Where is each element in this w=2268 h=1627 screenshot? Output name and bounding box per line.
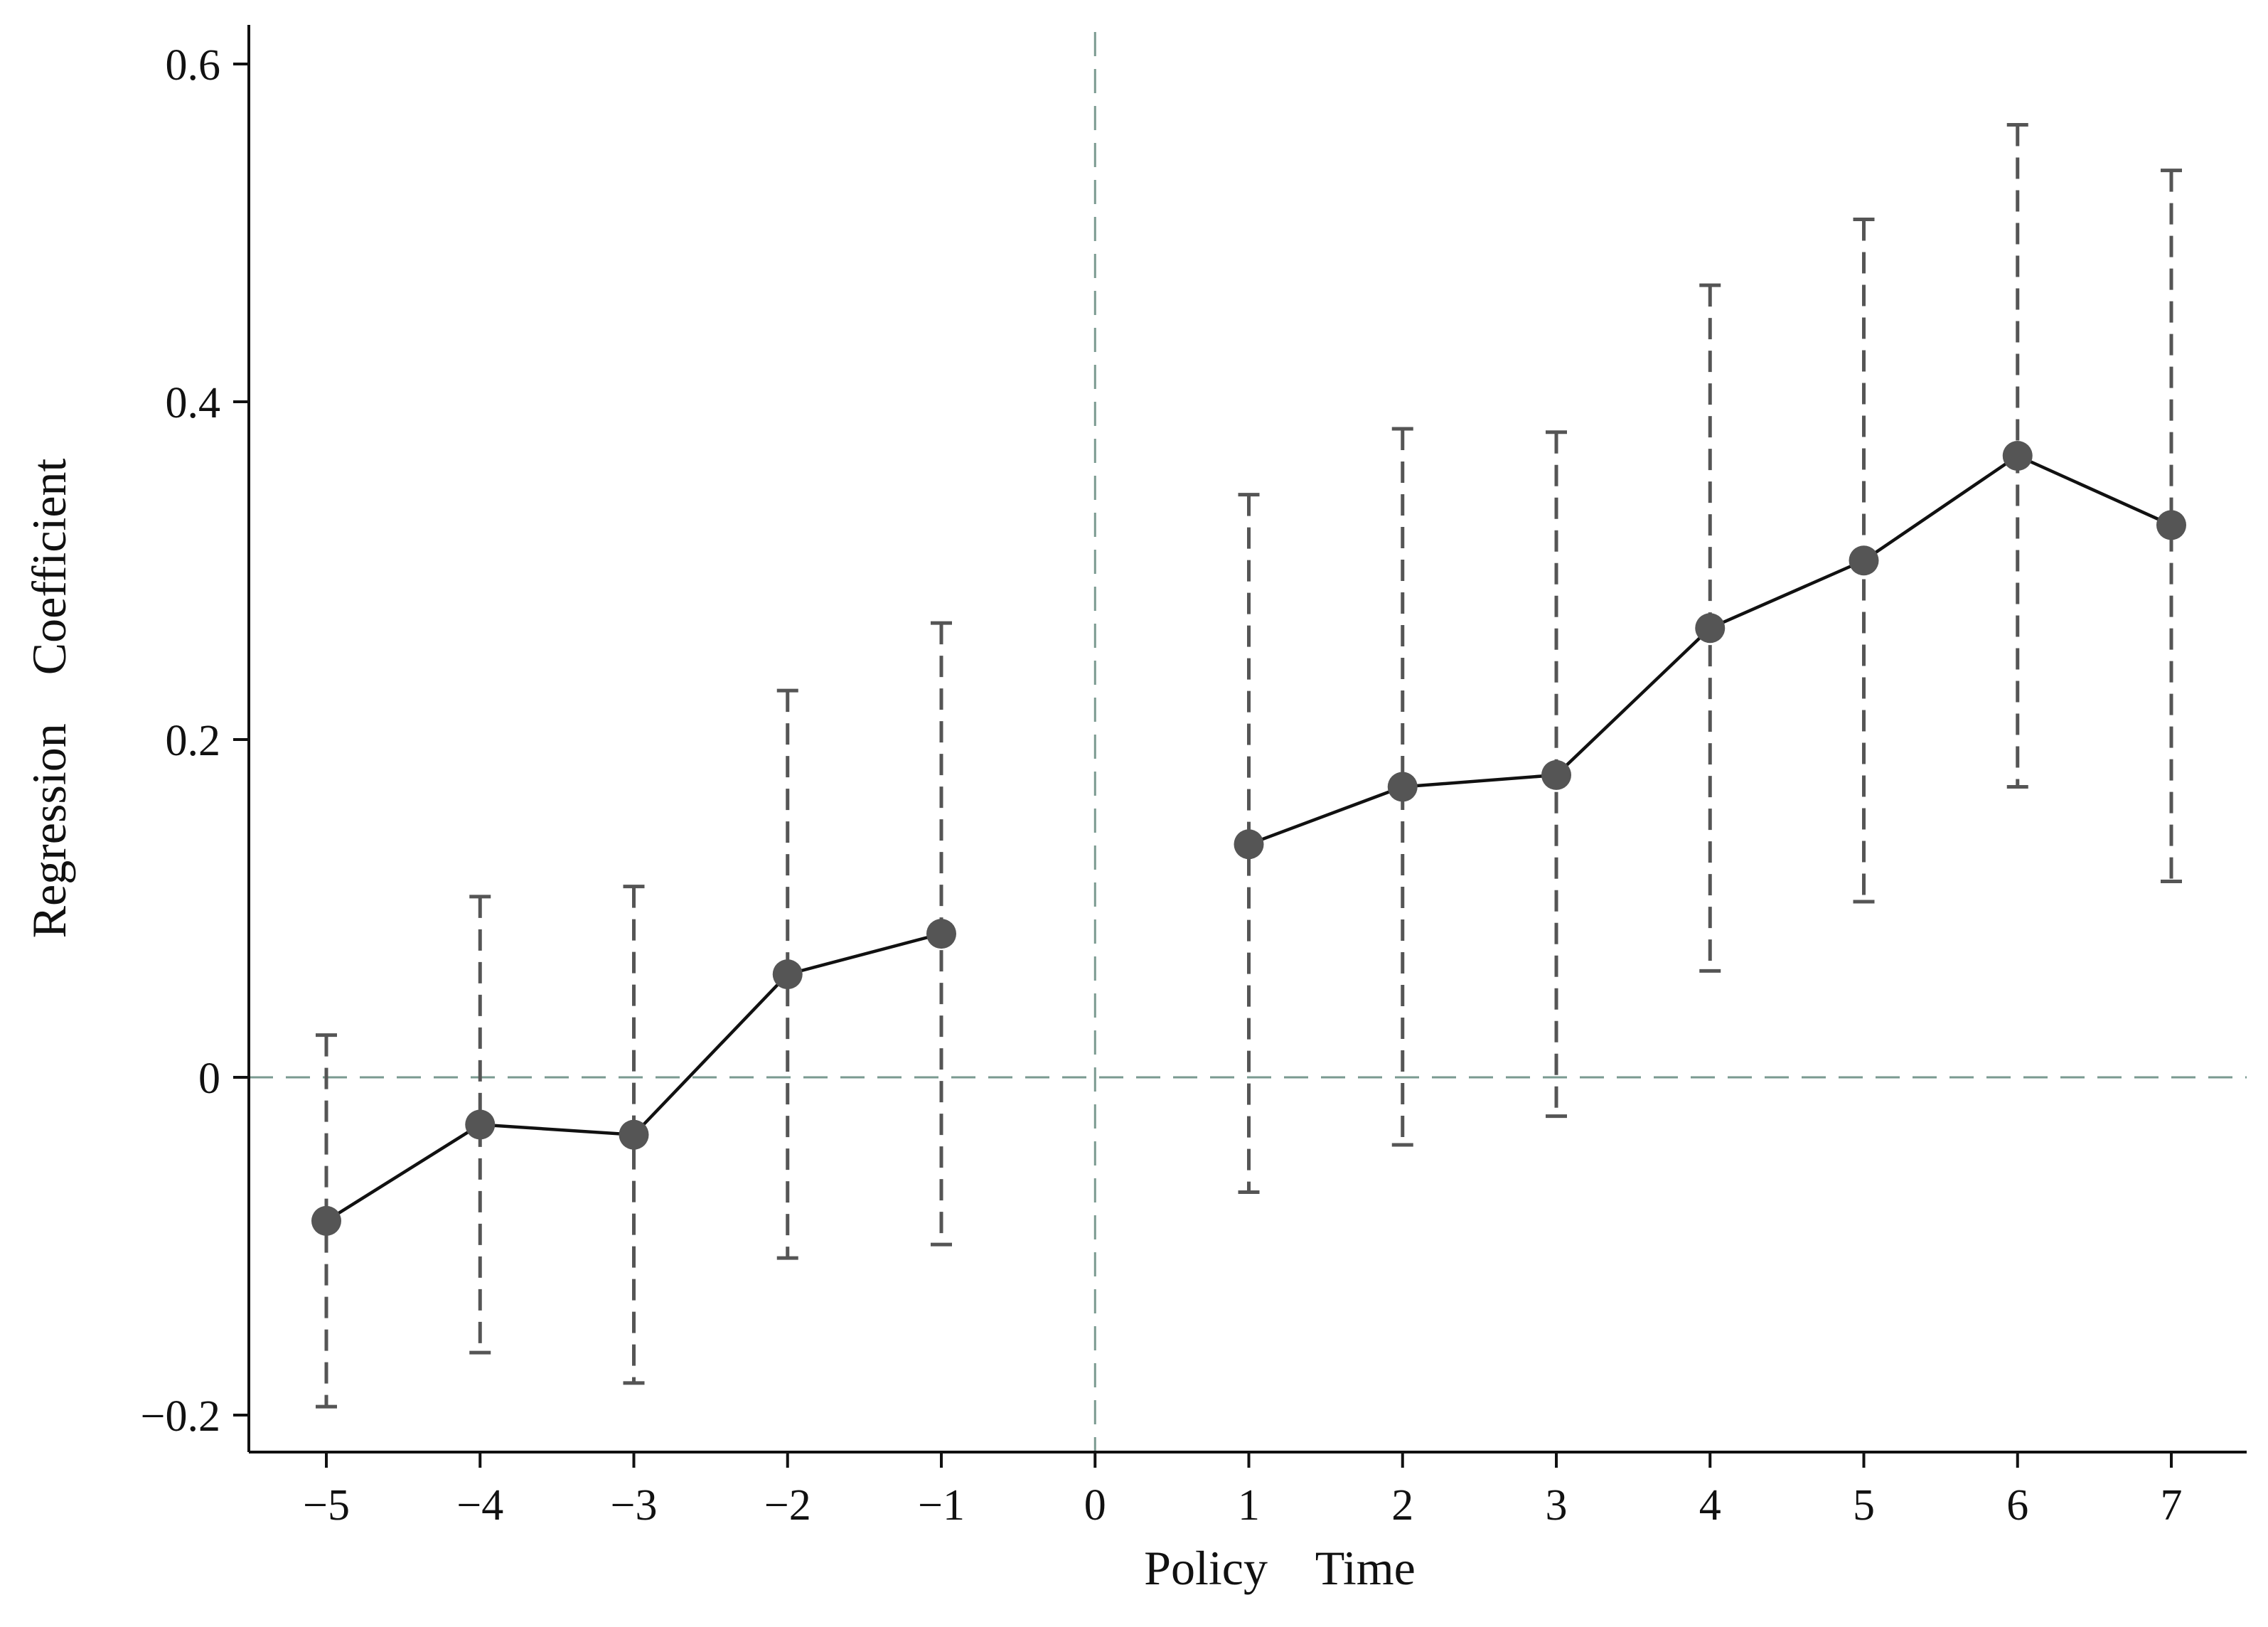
y-tick-label: 0.2 xyxy=(166,717,221,765)
error-bars xyxy=(316,123,2182,1409)
y-tick-label: 0.6 xyxy=(166,41,221,90)
x-tick-label: 2 xyxy=(1391,1481,1413,1530)
x-tick-label: −4 xyxy=(456,1481,503,1530)
y-axis-title: Regression Coefficient xyxy=(22,458,76,938)
y-tick-label: 0.4 xyxy=(166,379,221,427)
x-tick-label: 7 xyxy=(2161,1481,2183,1530)
x-tick-label: 1 xyxy=(1238,1481,1260,1530)
reference-lines xyxy=(249,32,2247,1452)
x-tick-label: 6 xyxy=(2006,1481,2028,1530)
data-point xyxy=(465,1109,496,1140)
y-tick-label: −0.2 xyxy=(141,1392,220,1441)
data-point xyxy=(2002,441,2033,471)
data-point xyxy=(1849,545,1879,576)
data-point xyxy=(619,1119,649,1150)
data-point xyxy=(1695,613,1726,644)
x-tick-label: 3 xyxy=(1546,1481,1568,1530)
y-tick-label: 0 xyxy=(198,1055,220,1103)
x-tick-label: −3 xyxy=(611,1481,658,1530)
y-axis-ticks: −0.2 0 0.2 0.4 0.6 xyxy=(141,41,249,1441)
x-tick-label: −2 xyxy=(764,1481,811,1530)
x-axis-ticks: −5 −4 −3 −2 −1 0 1 2 3 4 5 6 7 xyxy=(303,1452,2183,1530)
data-points xyxy=(311,441,2186,1236)
x-tick-label: −1 xyxy=(918,1481,965,1530)
x-tick-label: 4 xyxy=(1699,1481,1721,1530)
data-point xyxy=(926,919,956,949)
data-point xyxy=(1387,772,1418,802)
data-point xyxy=(1234,829,1264,860)
data-point xyxy=(311,1205,341,1236)
x-tick-label: −5 xyxy=(303,1481,350,1530)
x-axis-title: Policy Time xyxy=(1144,1541,1416,1595)
data-point xyxy=(1541,759,1571,790)
data-point xyxy=(772,959,803,990)
data-point xyxy=(2156,510,2186,540)
x-tick-label: 5 xyxy=(1853,1481,1875,1530)
x-tick-label: 0 xyxy=(1084,1481,1106,1530)
